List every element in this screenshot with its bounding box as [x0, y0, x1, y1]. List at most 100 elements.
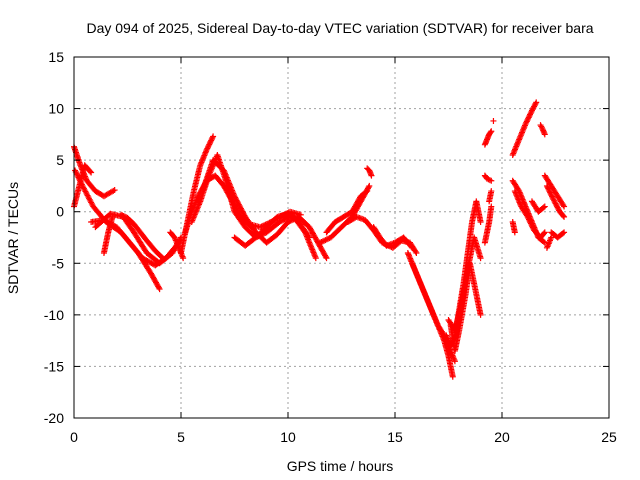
- data-point: [440, 331, 447, 338]
- data-track: [364, 165, 375, 179]
- data-track: [511, 188, 548, 241]
- data-point: [160, 256, 167, 263]
- grid-lines: [74, 57, 609, 418]
- data-point: [363, 188, 370, 195]
- data-point: [528, 221, 535, 228]
- data-point: [477, 255, 484, 262]
- data-track: [409, 260, 458, 365]
- data-point: [522, 121, 529, 128]
- data-point: [286, 218, 293, 225]
- data-point: [488, 188, 495, 195]
- data-point: [285, 219, 291, 226]
- data-point: [525, 216, 532, 223]
- data-point: [538, 124, 545, 131]
- data-point: [323, 255, 330, 262]
- data-track: [509, 219, 518, 236]
- data-point: [451, 358, 458, 365]
- data-track: [188, 151, 319, 262]
- data-point: [546, 188, 553, 195]
- data-point: [477, 311, 484, 318]
- data-point: [322, 237, 329, 244]
- data-track: [528, 198, 548, 215]
- data-point: [488, 203, 495, 210]
- y-tick-label: 15: [48, 49, 64, 65]
- data-track: [370, 224, 416, 251]
- data-point: [529, 224, 536, 231]
- data-track: [481, 203, 495, 246]
- data-track: [490, 117, 497, 124]
- data-point: [527, 219, 534, 226]
- data-point: [526, 112, 533, 119]
- data-point: [204, 145, 211, 152]
- data-point: [180, 255, 187, 262]
- data-point: [541, 203, 548, 210]
- data-point: [548, 234, 555, 241]
- data-point: [490, 117, 497, 124]
- data-point: [155, 284, 162, 291]
- y-tick-label: 10: [48, 101, 64, 117]
- y-tick-labels: -20 -15 -10 -5 0 5 10 15: [44, 49, 64, 426]
- data-point: [526, 217, 533, 224]
- data-point: [210, 133, 217, 140]
- data-point: [529, 223, 536, 230]
- data-points: [71, 99, 568, 380]
- data-point: [305, 233, 312, 240]
- data-point: [408, 243, 415, 250]
- data-point: [523, 119, 530, 126]
- data-point: [515, 186, 522, 193]
- data-point: [544, 184, 551, 191]
- data-point: [297, 211, 304, 218]
- data-point: [525, 115, 532, 122]
- data-point: [287, 217, 294, 224]
- data-point: [523, 118, 530, 125]
- plot-frame: [73, 56, 610, 419]
- data-point: [547, 190, 554, 197]
- data-point: [540, 238, 547, 245]
- data-track: [543, 182, 568, 220]
- axis-ticks: [73, 56, 610, 419]
- y-tick-label: -15: [44, 358, 64, 374]
- data-track: [509, 99, 540, 158]
- data-point: [561, 229, 568, 236]
- data-point: [258, 223, 265, 230]
- data-track: [541, 172, 568, 210]
- data-point: [321, 237, 328, 244]
- data-track: [100, 213, 116, 256]
- y-tick-label: -10: [44, 307, 64, 323]
- data-point: [323, 236, 330, 243]
- data-point: [261, 222, 268, 229]
- data-point: [549, 194, 556, 201]
- data-point: [532, 100, 539, 107]
- data-point: [525, 114, 532, 121]
- y-tick-label: 0: [56, 204, 64, 220]
- x-tick-labels: 0 5 10 15 20 25: [70, 429, 617, 445]
- data-point: [265, 220, 272, 227]
- data-point: [319, 238, 326, 245]
- data-point: [109, 213, 116, 220]
- y-tick-label: -20: [44, 410, 64, 426]
- data-point: [259, 222, 266, 229]
- data-point: [528, 108, 535, 115]
- data-point: [156, 286, 163, 293]
- data-point: [206, 141, 213, 148]
- data-track: [447, 260, 484, 354]
- data-point: [533, 99, 540, 106]
- data-point: [511, 229, 518, 236]
- data-track: [548, 229, 568, 241]
- x-tick-label: 25: [601, 429, 617, 445]
- data-point: [204, 144, 211, 151]
- data-point: [111, 187, 118, 194]
- data-point: [527, 110, 534, 117]
- y-tick-label: -5: [52, 255, 65, 271]
- data-point: [159, 255, 166, 262]
- data-track: [246, 208, 304, 231]
- data-point: [413, 249, 420, 256]
- data-point: [208, 136, 215, 143]
- data-point: [409, 244, 416, 251]
- data-point: [524, 213, 531, 220]
- data-point: [527, 220, 534, 227]
- data-point: [560, 202, 567, 209]
- data-point: [368, 172, 375, 179]
- data-point: [540, 230, 547, 237]
